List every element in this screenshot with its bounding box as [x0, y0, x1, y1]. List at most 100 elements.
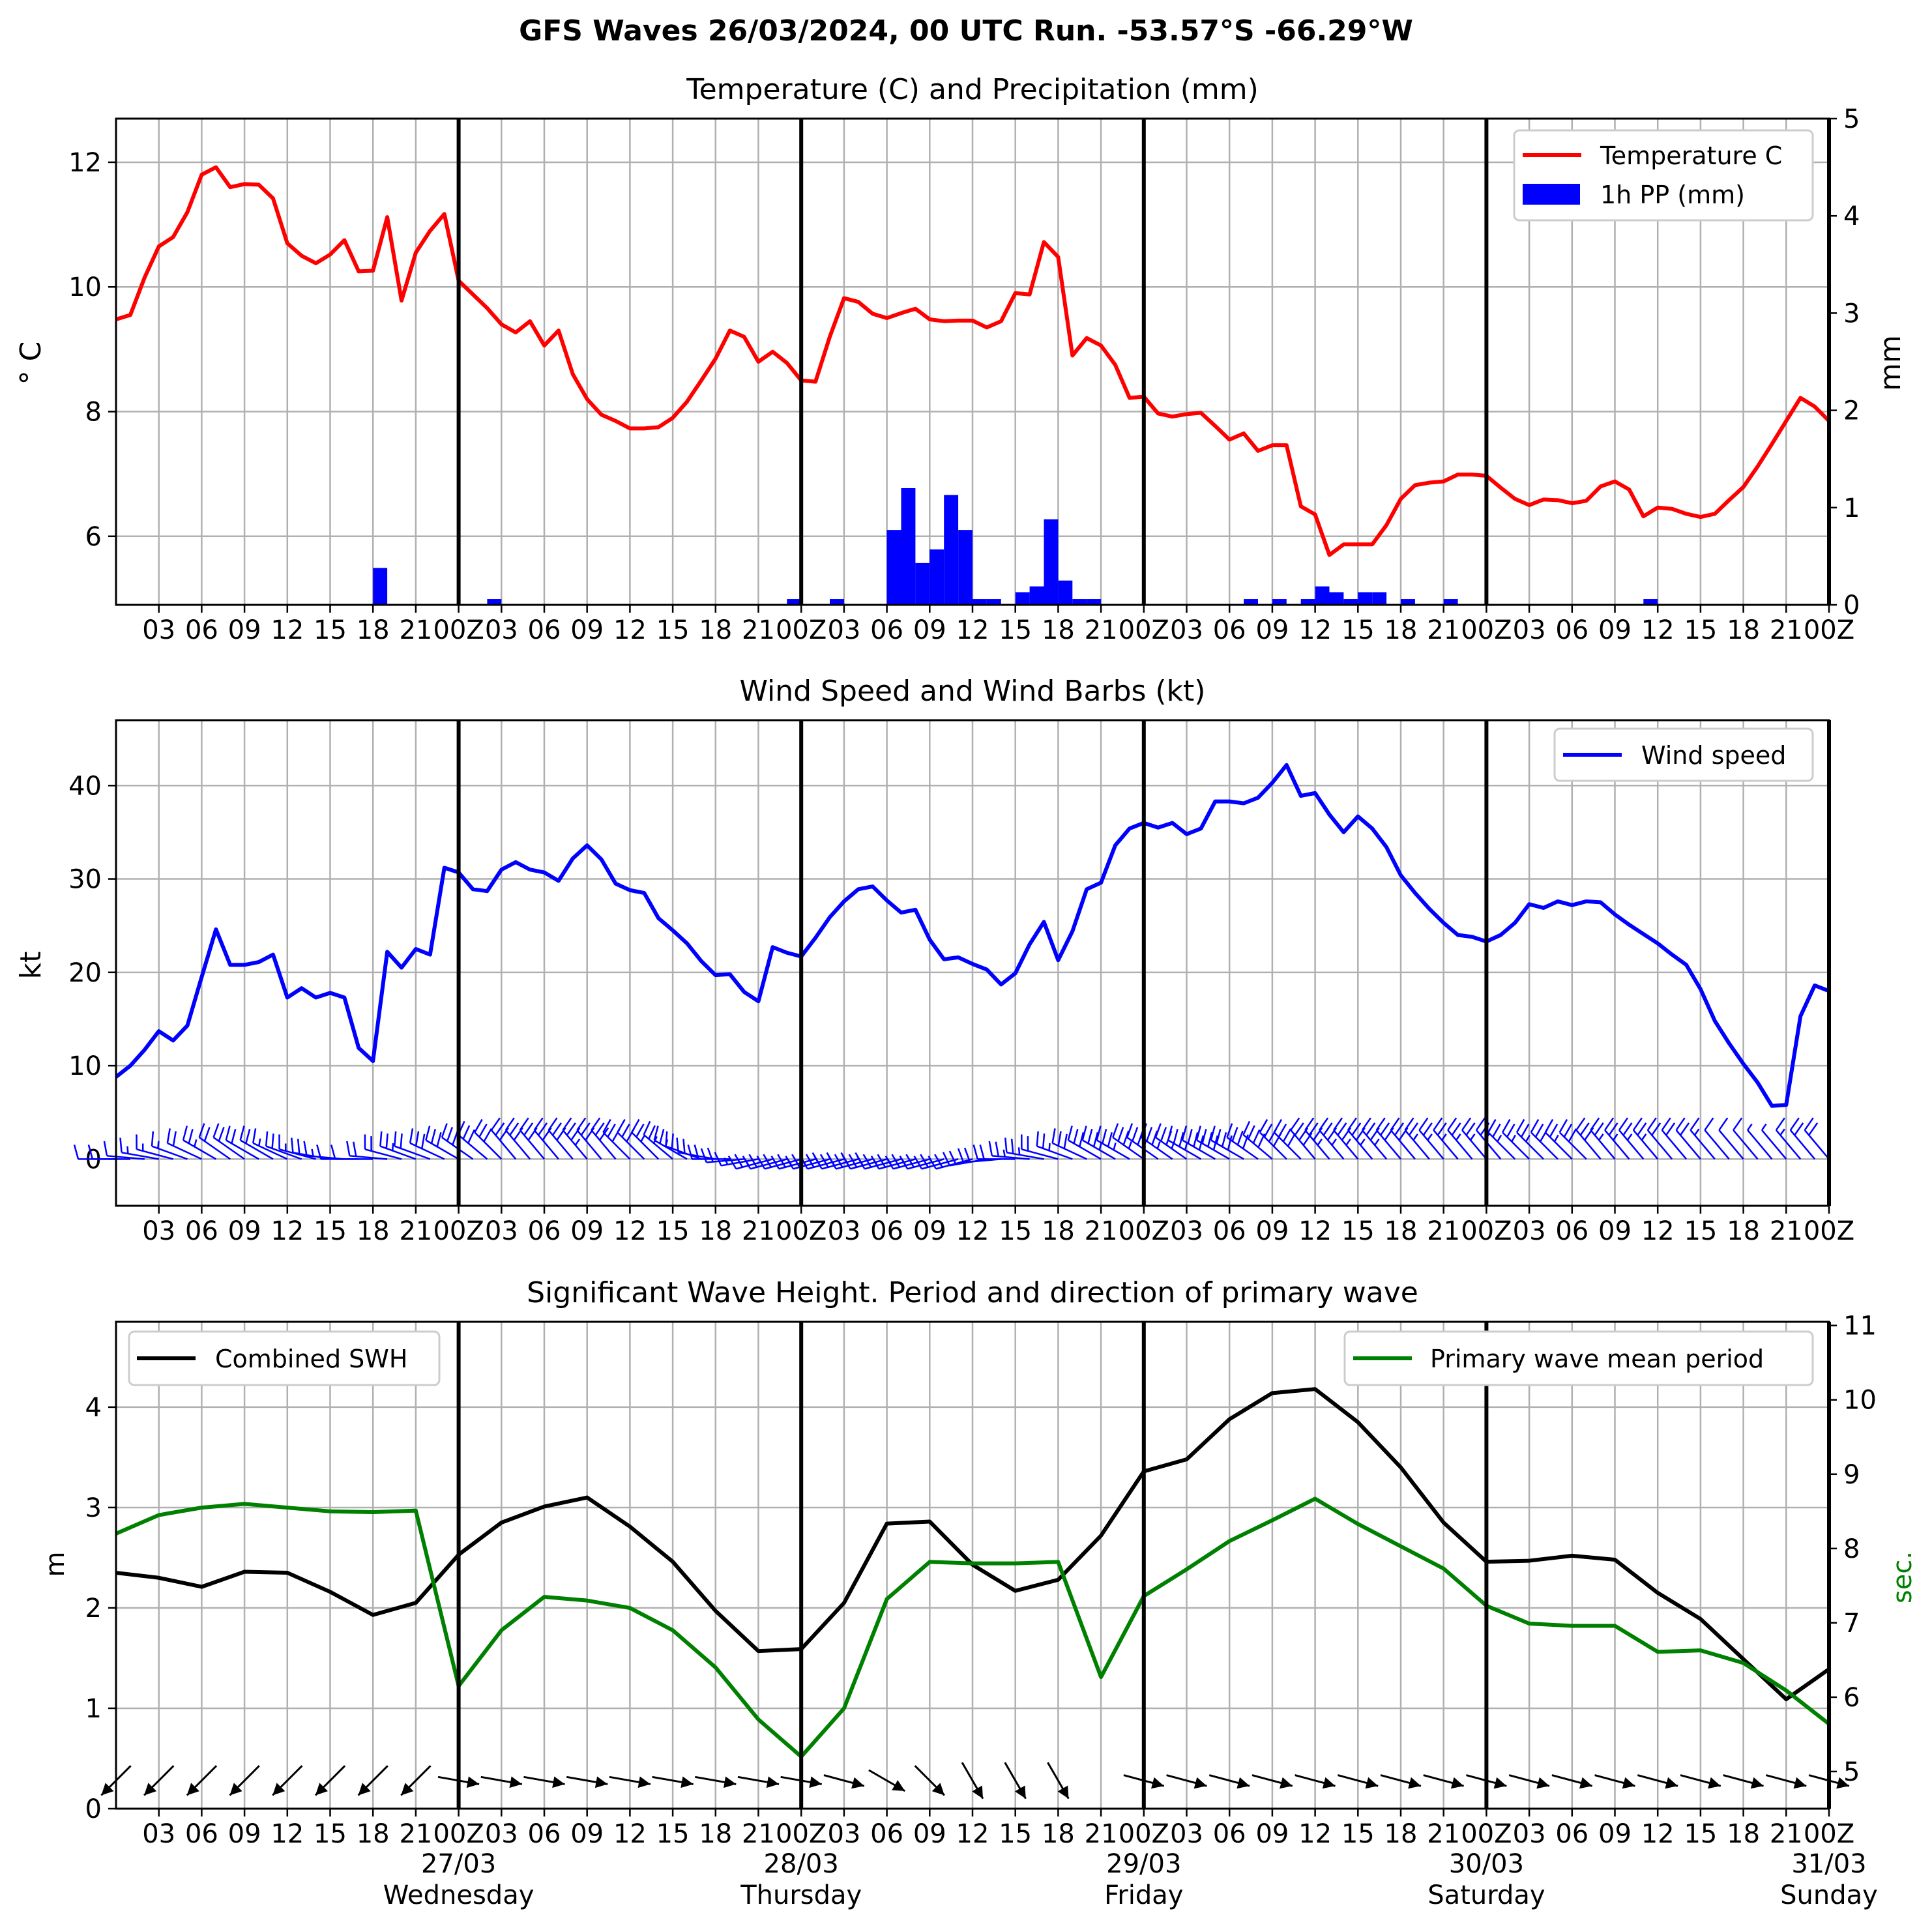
wave-arrow-head	[1836, 1777, 1849, 1789]
wind-barb-half-feather	[1761, 1123, 1767, 1131]
x-tick-label: 18	[1727, 1216, 1760, 1246]
wind-barb-half-feather	[1747, 1123, 1753, 1131]
wind-barb-feather	[1151, 1130, 1158, 1145]
wind-barb-feather	[1081, 1125, 1087, 1141]
wave-arrow-head	[272, 1783, 285, 1796]
wave-arrow-head	[892, 1780, 905, 1791]
x-tick-label: 03	[485, 615, 518, 645]
y2-tick-label: 3	[1843, 299, 1860, 328]
wind-barb-feather	[1304, 1117, 1315, 1131]
wind-barb	[1096, 1125, 1130, 1160]
wind-barb-feather	[819, 1154, 829, 1168]
wind-barb-feather	[899, 1156, 909, 1170]
x-tick-label: 03	[142, 615, 175, 645]
wind-barb	[1319, 1117, 1345, 1160]
precipitation-bar	[886, 530, 901, 605]
wind-barb-half-feather	[1641, 1133, 1647, 1141]
wind-barb-feather	[1366, 1122, 1376, 1136]
wind-barb-feather	[499, 1127, 509, 1141]
wind-barb-feather	[1408, 1122, 1418, 1136]
wave-direction-arrow	[523, 1775, 565, 1788]
wind-barb-staff	[198, 1137, 231, 1160]
wind-barb	[928, 1154, 973, 1170]
wind-barb	[136, 1134, 173, 1160]
wind-barb-feather	[1568, 1128, 1577, 1143]
wind-barb	[1789, 1117, 1816, 1160]
wind-barb	[252, 1128, 288, 1160]
wind-barb	[1502, 1118, 1530, 1160]
wind-barb-feather	[1051, 1128, 1056, 1144]
wind-barb-feather	[1160, 1126, 1167, 1142]
wind-barb-feather	[1418, 1117, 1429, 1131]
wind-barb-feather	[1647, 1117, 1657, 1131]
y2-tick-label: 10	[1843, 1386, 1877, 1416]
wind-barb-feather	[1323, 1122, 1333, 1136]
wind-barb-staff	[1704, 1130, 1730, 1160]
x-tick-label: 09	[913, 615, 946, 645]
wave-arrow-head	[144, 1783, 157, 1796]
wave-direction-arrow	[1423, 1774, 1464, 1789]
wind-barb-feather	[1618, 1117, 1629, 1131]
wind-barb-feather	[1187, 1128, 1193, 1144]
wind-barb-staff	[1675, 1130, 1701, 1160]
y2-tick-label: 5	[1843, 1757, 1860, 1787]
wind-barb-feather	[1302, 1132, 1313, 1146]
y-tick-label: 20	[68, 958, 102, 988]
wind-barb	[687, 1145, 730, 1160]
wave-arrow-head	[931, 1783, 944, 1796]
wind-barb-feather	[671, 1133, 674, 1149]
wind-barb-feather	[1447, 1117, 1457, 1131]
x-tick-label: 03	[827, 1819, 860, 1849]
wind-barb	[166, 1128, 202, 1160]
wave-panel: Significant Wave Height. Period and dire…	[40, 1276, 1918, 1603]
wave-arrow-head	[1237, 1777, 1250, 1789]
wind-barb-feather	[1102, 1128, 1107, 1144]
wind-barb-feather	[1107, 1131, 1113, 1147]
wind-barb-half-feather	[1128, 1141, 1132, 1149]
wind-barb	[151, 1131, 188, 1160]
wind-barb-feather	[225, 1125, 231, 1141]
precipitation-bar	[1358, 592, 1373, 605]
wind-barb	[1487, 1118, 1516, 1160]
y2-tick-label: 1	[1843, 493, 1860, 523]
wave-arrow-head	[1579, 1777, 1592, 1789]
wind-barb-feather	[979, 1145, 985, 1160]
x-tick-label: 03	[1513, 1819, 1546, 1849]
wind-barb-half-feather	[1497, 1134, 1502, 1143]
precipitation-bar	[1044, 519, 1059, 605]
wave-arrow-head	[1408, 1777, 1421, 1789]
x-tick-label: 21	[1427, 1819, 1460, 1849]
wind-barb-feather	[1632, 1117, 1643, 1131]
wind-barb-staff	[1502, 1131, 1530, 1160]
wind-barb-staff	[183, 1139, 216, 1160]
wind-barb-feather	[1287, 1133, 1296, 1147]
x-tick-label: 09	[913, 1819, 946, 1849]
wind-barb	[379, 1131, 417, 1160]
wind-barb-feather	[1063, 1133, 1068, 1149]
wind-barb-feather	[533, 1117, 544, 1131]
x-tick-label: 18	[1727, 615, 1760, 645]
wave-direction-arrow	[1338, 1774, 1379, 1789]
x-tick-label: 21	[742, 615, 775, 645]
precipitation-bar	[1087, 599, 1102, 605]
wind-barb-feather	[687, 1145, 693, 1160]
wind-barb	[1021, 1134, 1059, 1160]
x-tick-label: 15	[314, 1819, 347, 1849]
wind-barb	[988, 1141, 1030, 1160]
wind-barb-feather	[1042, 1133, 1046, 1149]
wind-barb-feather	[103, 1141, 108, 1156]
precipitation-bar	[1315, 586, 1330, 605]
wind-barb-staff	[654, 1139, 688, 1160]
wind-barb-half-feather	[311, 1148, 314, 1157]
wave-arrow-head	[681, 1776, 694, 1788]
wind-barb	[1475, 1117, 1502, 1160]
wind-barb-feather	[436, 1131, 442, 1147]
wind-barb-feather	[212, 1123, 220, 1138]
wind-barb-feather	[1794, 1122, 1804, 1136]
wind-barb-half-feather	[724, 1157, 729, 1165]
wind-barb-feather	[1227, 1135, 1233, 1150]
wind-barb-feather	[1651, 1122, 1661, 1136]
x-tick-label: 00Z	[776, 1819, 827, 1849]
wind-barb-feather	[1337, 1122, 1347, 1136]
wind-barb-feather	[1231, 1126, 1238, 1142]
